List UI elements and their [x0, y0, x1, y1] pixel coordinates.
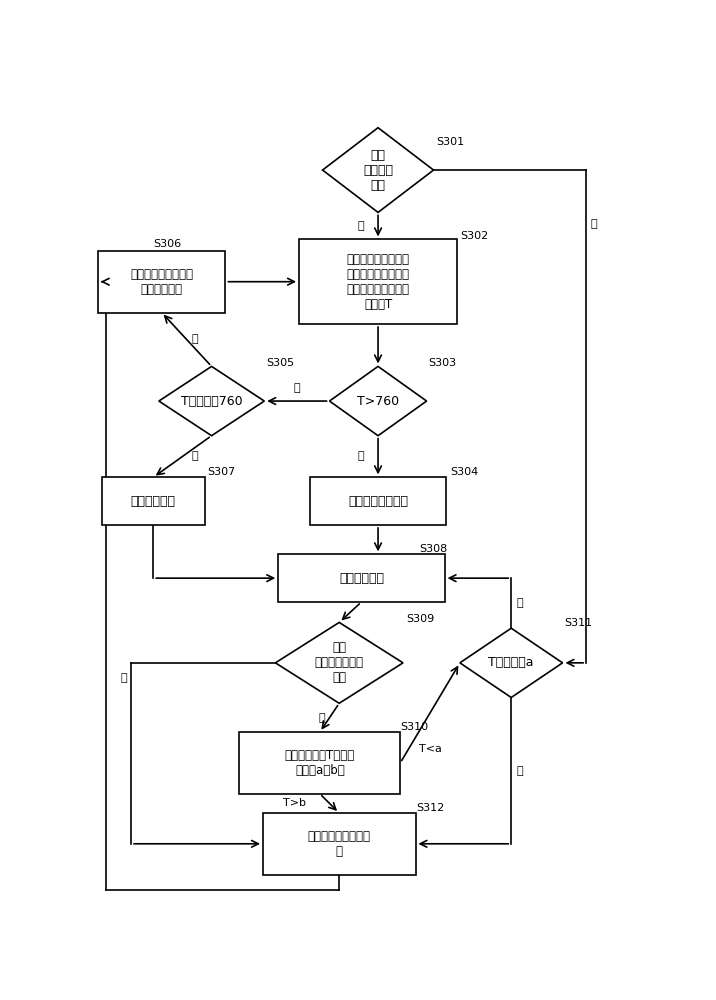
Text: S305: S305: [266, 358, 294, 368]
Text: S310: S310: [400, 722, 428, 732]
Text: 是: 是: [319, 713, 325, 723]
Text: 等待再生模式结束: 等待再生模式结束: [348, 495, 408, 508]
Text: T<a: T<a: [419, 744, 442, 754]
Text: 是: 是: [357, 221, 364, 231]
Bar: [299, 239, 457, 324]
Text: 进行线束检测: 进行线束检测: [339, 572, 384, 585]
Polygon shape: [322, 128, 434, 212]
Text: 是: 是: [191, 334, 198, 344]
Text: S308: S308: [420, 544, 448, 554]
Text: 是: 是: [517, 598, 523, 608]
Text: 线束
检测标志位是否
正常: 线束 检测标志位是否 正常: [315, 641, 364, 684]
Bar: [263, 813, 415, 875]
Text: 是: 是: [294, 383, 300, 393]
Text: T>760: T>760: [357, 395, 399, 408]
Text: S302: S302: [460, 231, 488, 241]
Text: S301: S301: [436, 137, 465, 147]
Text: 根据颗粒捕集器内部
温度计算公式，得到
所述颗粒捕集器的内
部温度T: 根据颗粒捕集器内部 温度计算公式，得到 所述颗粒捕集器的内 部温度T: [347, 253, 410, 311]
Bar: [239, 732, 400, 794]
Polygon shape: [460, 628, 563, 698]
Bar: [102, 477, 205, 525]
Bar: [310, 477, 446, 525]
Polygon shape: [276, 622, 403, 703]
Bar: [98, 251, 226, 312]
Text: T首次小于a: T首次小于a: [488, 656, 534, 669]
Text: S306: S306: [153, 239, 181, 249]
Text: 控制车辆进入保护模
式: 控制车辆进入保护模 式: [308, 830, 371, 858]
Text: S311: S311: [564, 618, 592, 628]
Bar: [278, 554, 445, 602]
Text: 否: 否: [517, 766, 523, 776]
Text: S312: S312: [416, 803, 445, 813]
Text: T>b: T>b: [283, 798, 306, 808]
Text: 否: 否: [191, 451, 198, 461]
Text: 否: 否: [357, 451, 364, 461]
Text: 否: 否: [120, 673, 127, 683]
Text: S303: S303: [428, 358, 456, 368]
Text: 是否
处于再生
模式: 是否 处于再生 模式: [363, 149, 393, 192]
Text: S309: S309: [406, 614, 434, 624]
Polygon shape: [159, 366, 264, 436]
Text: S304: S304: [450, 467, 478, 477]
Text: 比对出口温度T与阈值
范围（a，b）: 比对出口温度T与阈值 范围（a，b）: [285, 749, 355, 777]
Text: 控制所述柴油机重新
进入再生模式: 控制所述柴油机重新 进入再生模式: [130, 268, 193, 296]
Text: 否: 否: [591, 219, 597, 229]
Text: T首次大于760: T首次大于760: [180, 395, 243, 408]
Text: S307: S307: [207, 467, 236, 477]
Text: 退出再生模式: 退出再生模式: [131, 495, 176, 508]
Polygon shape: [329, 366, 427, 436]
